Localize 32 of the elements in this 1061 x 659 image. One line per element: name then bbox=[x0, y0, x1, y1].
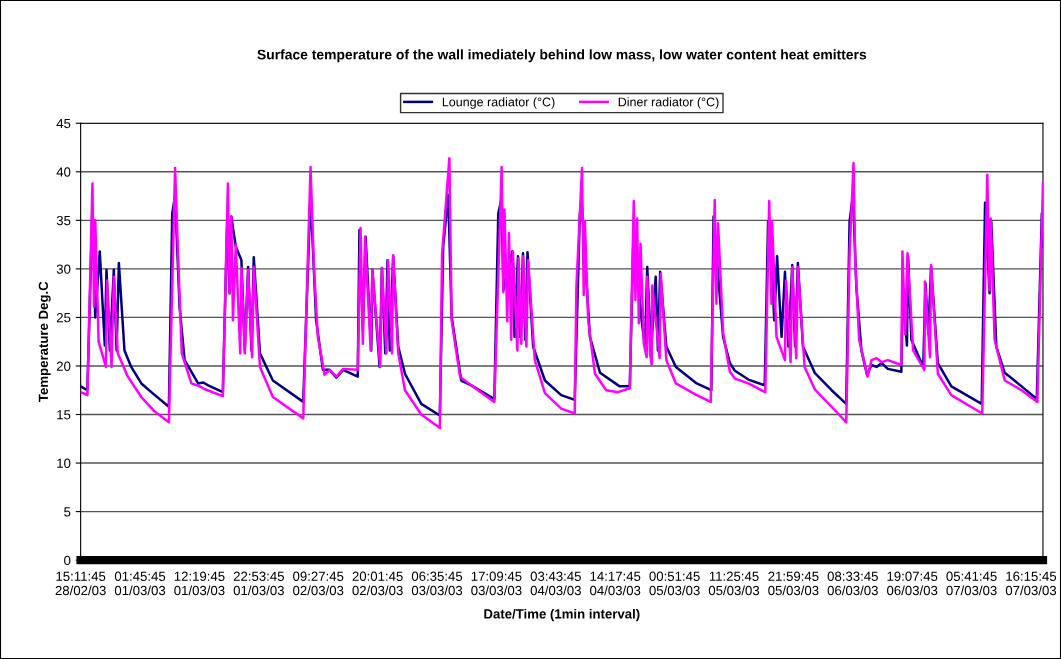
x-tick-label: 12:19:45 01/03/03 bbox=[174, 571, 225, 596]
x-tick-label: 20:01:45 02/03/03 bbox=[352, 571, 403, 596]
x-tick-label: 22:53:45 01/03/03 bbox=[233, 571, 284, 596]
y-tick-label: 30 bbox=[56, 264, 71, 274]
x-axis-title: Date/Time (1min interval) bbox=[484, 608, 640, 622]
x-tick-label: 05:41:45 07/03/03 bbox=[946, 571, 997, 596]
y-tick-label: 20 bbox=[56, 361, 71, 371]
x-tick-label: 06:35:45 03/03/03 bbox=[411, 571, 463, 596]
legend-label: Diner radiator (°C) bbox=[618, 97, 719, 109]
x-tick-label: 16:15:45 07/03/03 bbox=[1005, 571, 1057, 596]
x-tick-label: 09:27:45 02/03/03 bbox=[293, 571, 344, 596]
x-tick-label: 08:33:45 06/03/03 bbox=[827, 571, 878, 596]
y-tick-label: 5 bbox=[64, 507, 71, 517]
y-tick-label: 0 bbox=[64, 555, 71, 566]
x-tick-label: 01:45:45 01/03/03 bbox=[114, 571, 166, 596]
x-tick-label: 00:51:45 05/03/03 bbox=[649, 571, 700, 596]
y-tick-label: 25 bbox=[56, 312, 71, 323]
y-axis-title: Temperature Deg.C bbox=[38, 281, 51, 402]
x-tick-label: 03:43:45 04/03/03 bbox=[530, 571, 581, 596]
x-tick-label: 17:09:45 03/03/03 bbox=[471, 571, 522, 596]
y-tick-label: 45 bbox=[56, 118, 71, 129]
x-tick-label: 11:25:45 05/03/03 bbox=[708, 571, 760, 596]
y-tick-label: 35 bbox=[56, 215, 71, 226]
x-tick-label: 19:07:45 06/03/03 bbox=[887, 571, 938, 596]
x-tick-label: 21:59:45 05/03/03 bbox=[768, 571, 819, 596]
y-tick-label: 40 bbox=[56, 167, 71, 177]
legend-label: Lounge radiator (°C) bbox=[442, 97, 555, 109]
x-tick-label: 14:17:45 04/03/03 bbox=[590, 571, 641, 596]
chart-title: Surface temperature of the wall imediately behind low mass, low water content heat emitters bbox=[257, 49, 867, 63]
x-tick-label: 15:11:45 28/02/03 bbox=[55, 571, 106, 596]
y-tick-label: 10 bbox=[57, 458, 71, 468]
y-tick-label: 15 bbox=[57, 410, 71, 420]
